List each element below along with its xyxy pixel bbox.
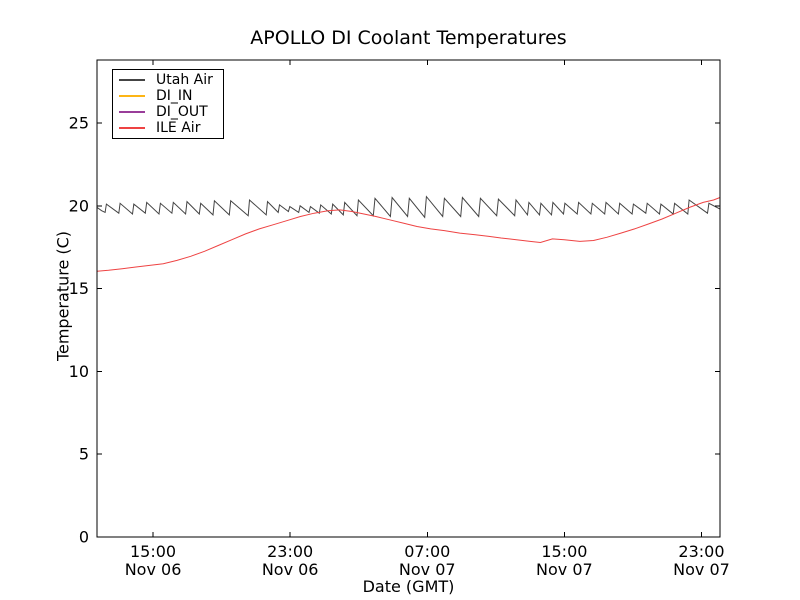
legend-label: ILE Air (156, 120, 201, 136)
y-tick-label: 10 (69, 362, 89, 381)
x-tick-label-time: 15:00 (541, 542, 587, 561)
x-tick-label-time: 07:00 (404, 542, 450, 561)
x-tick-label-time: 23:00 (267, 542, 313, 561)
legend-label: Utah Air (156, 72, 213, 88)
series-line-utah-air (96, 195, 721, 219)
legend-line-swatch (119, 111, 145, 113)
x-tick-label-time: 23:00 (678, 542, 724, 561)
x-tick-label-date: Nov 06 (125, 560, 182, 579)
legend-item: DI_OUT (119, 104, 223, 120)
legend: Utah Air DI_IN DI_OUT ILE Air (112, 69, 224, 139)
y-tick-label: 20 (69, 196, 89, 215)
x-axis-label: Date (GMT) (362, 577, 455, 596)
x-tick-label-date: Nov 07 (399, 560, 456, 579)
plot-frame (96, 59, 721, 538)
y-tick-label: 5 (79, 445, 89, 464)
legend-item: DI_IN (119, 88, 223, 104)
legend-line-swatch (119, 95, 145, 97)
y-axis-label: Temperature (C) (53, 230, 73, 362)
y-tick-label: 0 (79, 528, 89, 547)
x-tick-label-date: Nov 06 (262, 560, 319, 579)
y-tick-label: 15 (69, 279, 89, 298)
legend-item: Utah Air (119, 72, 223, 88)
x-tick-label-date: Nov 07 (536, 560, 593, 579)
legend-line-swatch (119, 127, 145, 129)
chart-title: APOLLO DI Coolant Temperatures (250, 27, 567, 49)
x-tick-label-time: 15:00 (130, 542, 176, 561)
series-line-ile-air (96, 197, 721, 272)
legend-label: DI_IN (156, 88, 193, 104)
legend-item: ILE Air (119, 120, 223, 136)
x-tick-label-date: Nov 07 (673, 560, 730, 579)
y-tick-label: 25 (69, 113, 89, 132)
legend-label: DI_OUT (156, 104, 208, 120)
legend-line-swatch (119, 79, 145, 81)
